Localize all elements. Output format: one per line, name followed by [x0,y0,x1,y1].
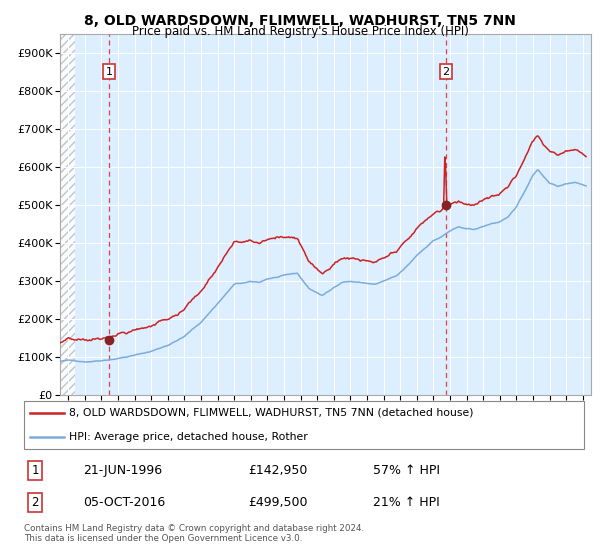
Text: 1: 1 [106,67,113,77]
Text: 57% ↑ HPI: 57% ↑ HPI [373,464,440,477]
Text: 8, OLD WARDSDOWN, FLIMWELL, WADHURST, TN5 7NN: 8, OLD WARDSDOWN, FLIMWELL, WADHURST, TN… [84,14,516,28]
Text: Price paid vs. HM Land Registry's House Price Index (HPI): Price paid vs. HM Land Registry's House … [131,25,469,38]
Text: 8, OLD WARDSDOWN, FLIMWELL, WADHURST, TN5 7NN (detached house): 8, OLD WARDSDOWN, FLIMWELL, WADHURST, TN… [69,408,473,418]
Text: 21-JUN-1996: 21-JUN-1996 [83,464,163,477]
Text: 1: 1 [31,464,39,477]
Text: HPI: Average price, detached house, Rother: HPI: Average price, detached house, Roth… [69,432,308,442]
Text: This data is licensed under the Open Government Licence v3.0.: This data is licensed under the Open Gov… [24,534,302,543]
Text: 21% ↑ HPI: 21% ↑ HPI [373,496,439,509]
FancyBboxPatch shape [24,402,584,449]
Text: 05-OCT-2016: 05-OCT-2016 [83,496,166,509]
Text: 2: 2 [31,496,39,509]
Text: 2: 2 [442,67,449,77]
Text: £142,950: £142,950 [248,464,307,477]
Text: £499,500: £499,500 [248,496,307,509]
Text: Contains HM Land Registry data © Crown copyright and database right 2024.: Contains HM Land Registry data © Crown c… [24,524,364,533]
